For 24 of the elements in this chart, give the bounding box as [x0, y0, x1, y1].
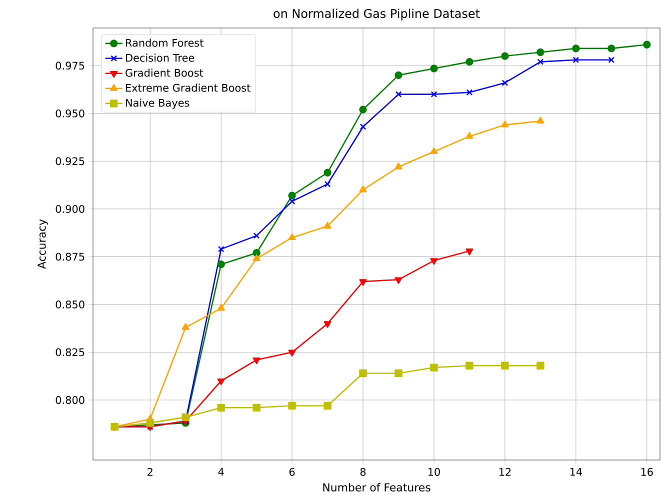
y-tick-label: 0.800: [56, 396, 84, 404]
legend-label: Random Forest: [126, 38, 204, 47]
x-tick-label: 12: [499, 468, 511, 476]
x-tick-label: 2: [148, 468, 152, 476]
y-tick-label: 0.875: [56, 252, 84, 261]
x-tick-label: 10: [428, 468, 440, 476]
y-tick-label: 0.825: [56, 348, 84, 356]
y-tick-label: 0.975: [56, 62, 84, 70]
legend-label: Extreme Gradient Boost: [126, 84, 250, 92]
legend-label: Naive Bayes: [126, 98, 190, 109]
y-tick-label: 0.950: [56, 109, 84, 118]
x-tick-label: 6: [289, 468, 295, 476]
x-tick-label: 4: [218, 468, 224, 476]
y-tick-label: 0.900: [56, 204, 84, 213]
x-tick-label: 8: [360, 468, 366, 476]
x-tick-label: 14: [570, 468, 582, 476]
chart-title: on Normalized Gas Pipline Dataset: [274, 8, 480, 20]
legend-label: Decision Tree: [126, 54, 194, 62]
y-axis-title: Accuracy: [38, 219, 48, 269]
y-tick-label: 0.925: [56, 157, 84, 166]
legend-label: Gradient Boost: [126, 68, 204, 77]
y-tick-label: 0.850: [56, 300, 84, 308]
x-tick-label: 16: [641, 468, 653, 476]
x-axis-title: Number of Features: [323, 483, 430, 492]
